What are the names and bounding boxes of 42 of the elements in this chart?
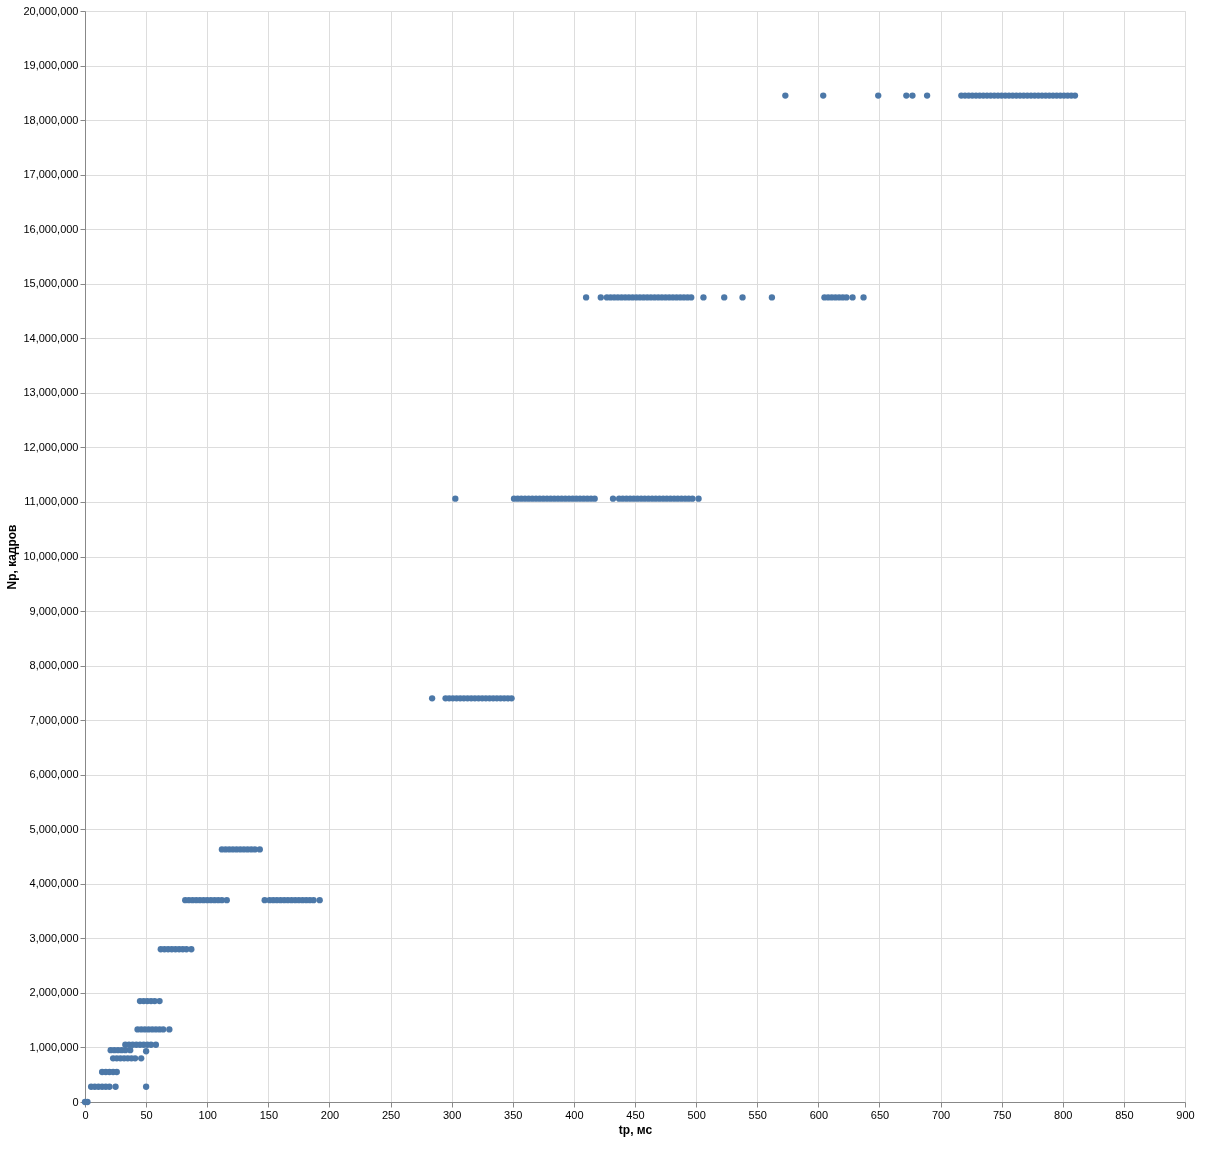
y-tick-label: 17,000,000	[23, 168, 79, 181]
y-tick-label: 13,000,000	[23, 386, 79, 399]
y-tick-label: 1,000,000	[29, 1040, 79, 1053]
x-tick-label: 850	[1115, 1108, 1134, 1121]
y-tick-label: 8,000,000	[29, 659, 79, 672]
x-tick-label: 900	[1176, 1108, 1195, 1121]
y-tick-label: 20,000,000	[23, 4, 79, 17]
y-tick-label: 5,000,000	[29, 822, 79, 835]
x-tick-label: 250	[381, 1108, 401, 1121]
x-axis-title: tp, мс	[618, 1122, 653, 1137]
x-tick-label: 200	[320, 1108, 340, 1121]
x-tick-label: 400	[565, 1108, 584, 1121]
x-tick-label: 550	[748, 1108, 767, 1121]
y-tick-label: 19,000,000	[23, 59, 79, 72]
y-tick-label: 6,000,000	[29, 768, 79, 781]
y-tick-label: 2,000,000	[29, 986, 79, 999]
x-tick-label: 600	[809, 1108, 829, 1121]
y-tick-label: 14,000,000	[23, 331, 79, 344]
y-axis-title: Np, кадров	[5, 524, 20, 590]
x-tick-label: 750	[992, 1108, 1012, 1121]
x-tick-label: 800	[1054, 1108, 1073, 1121]
x-tick-label: 100	[198, 1108, 217, 1121]
y-tick-label: 18,000,000	[23, 113, 79, 126]
y-tick-label: 15,000,000	[23, 277, 79, 290]
y-tick-label: 11,000,000	[24, 495, 79, 508]
y-tick-label: 10,000,000	[23, 550, 79, 562]
x-tick-label: 350	[504, 1108, 523, 1121]
x-tick-label: 300	[442, 1108, 462, 1121]
y-tick-label: 9,000,000	[29, 604, 79, 617]
x-tick-label: 450	[626, 1108, 645, 1121]
y-tick-label: 12,000,000	[23, 440, 79, 453]
x-tick-label: 500	[687, 1108, 706, 1121]
x-tick-label: 700	[931, 1108, 951, 1121]
y-tick-label: 7,000,000	[29, 713, 79, 726]
x-tick-label: 650	[870, 1108, 890, 1121]
y-tick-label: 4,000,000	[29, 877, 79, 890]
x-tick-label: 0	[82, 1108, 89, 1121]
y-tick-label: 0	[72, 1095, 79, 1108]
x-tick-label: 150	[259, 1108, 279, 1121]
y-tick-label: 3,000,000	[29, 931, 79, 944]
y-tick-label: 16,000,000	[23, 222, 79, 235]
x-tick-label: 50	[140, 1108, 153, 1121]
